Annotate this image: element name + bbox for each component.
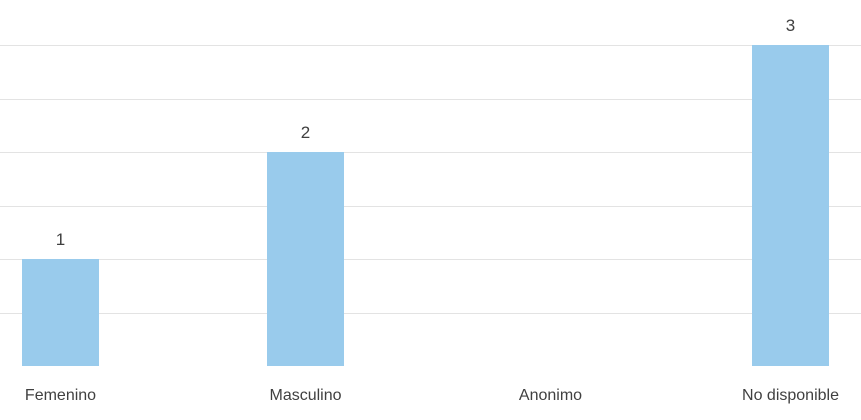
data-labels: 1 2 3: [56, 16, 795, 249]
bars: [22, 45, 829, 366]
data-label-masculino: 2: [301, 123, 310, 142]
x-axis-tick-labels: Femenino Masculino Anonimo No disponible: [25, 387, 839, 404]
x-tick-masculino: Masculino: [269, 387, 341, 404]
gridlines: [0, 45, 861, 314]
data-label-no-disponible: 3: [786, 16, 795, 35]
bar-no-disponible: [752, 45, 829, 366]
bar-femenino: [22, 259, 99, 366]
data-label-femenino: 1: [56, 230, 65, 249]
x-tick-femenino: Femenino: [25, 387, 96, 404]
x-tick-no-disponible: No disponible: [742, 387, 839, 404]
bar-masculino: [267, 152, 344, 366]
x-tick-anonimo: Anonimo: [519, 387, 582, 404]
